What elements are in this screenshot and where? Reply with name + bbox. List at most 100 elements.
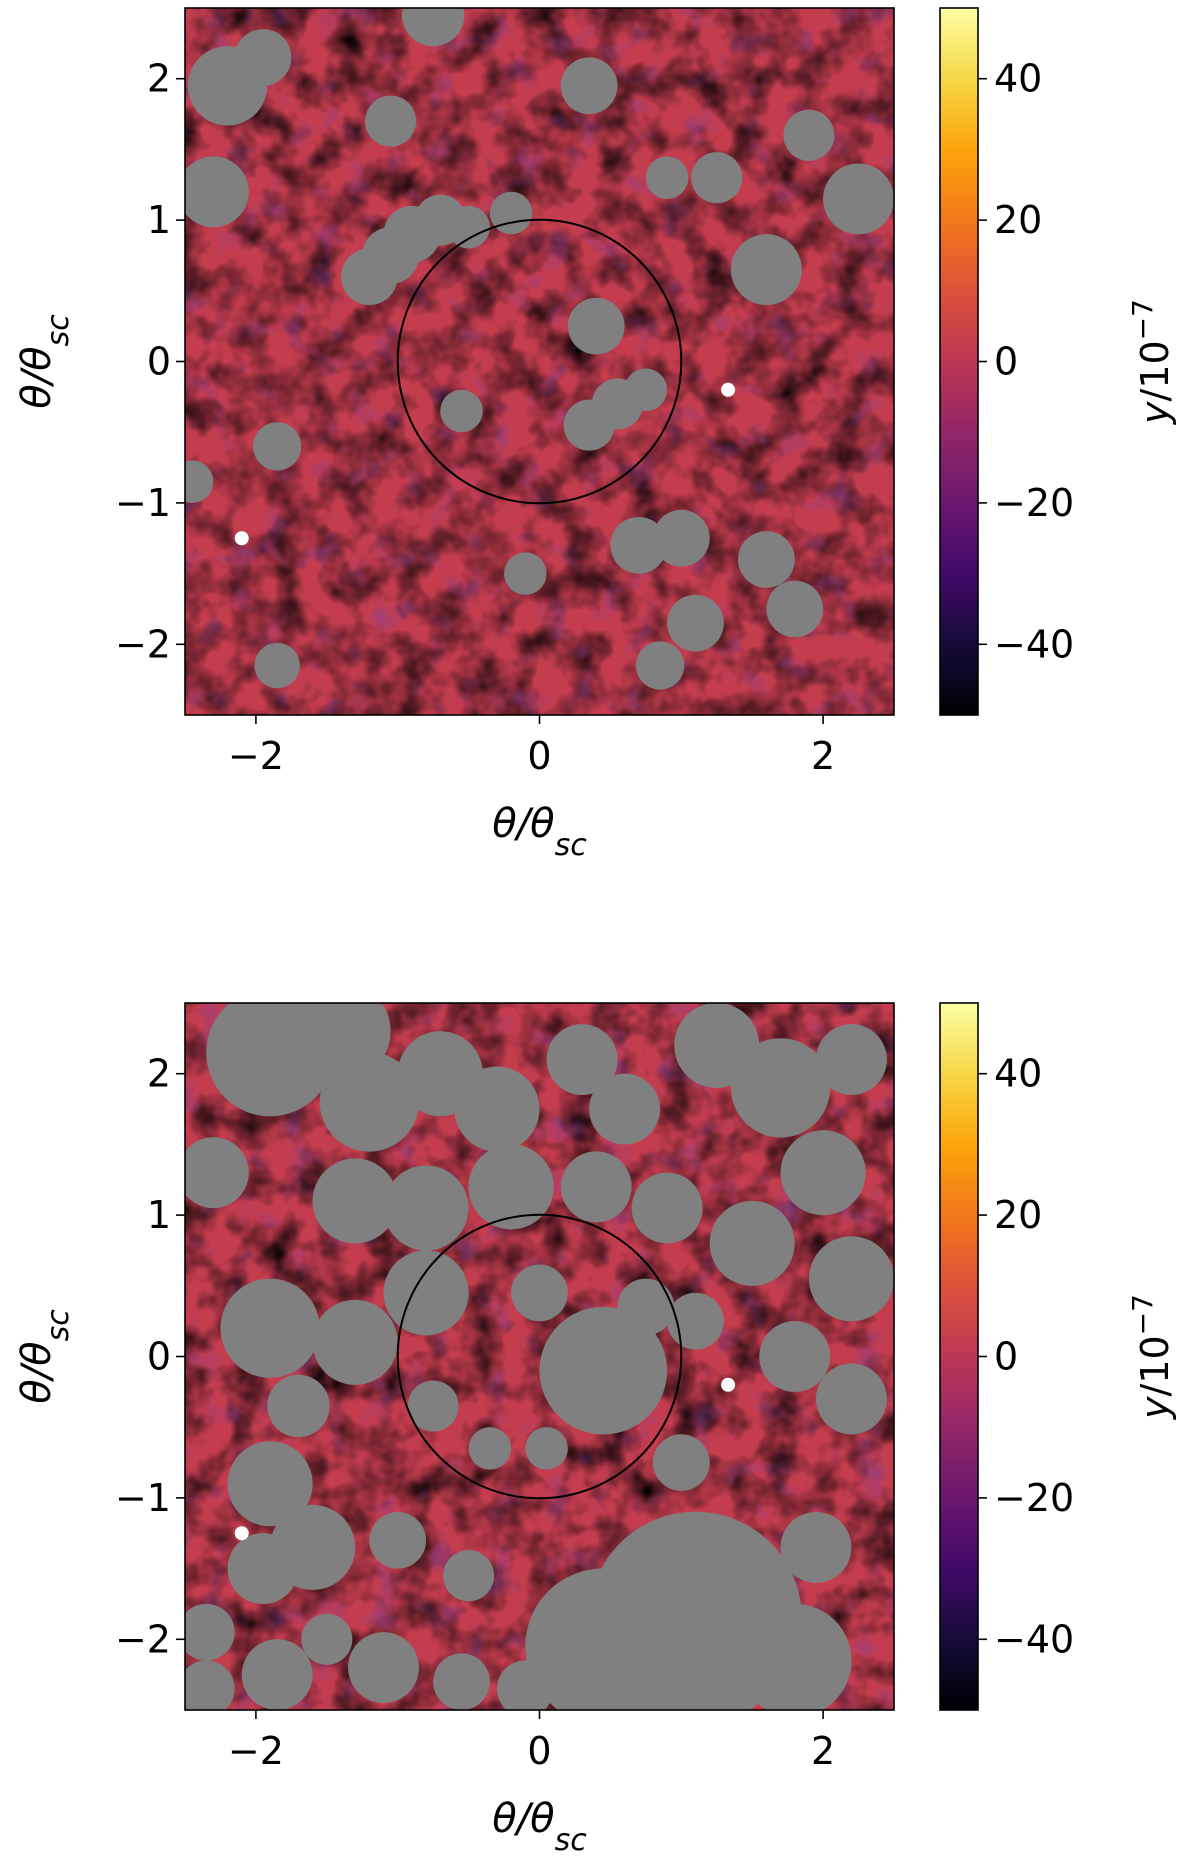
mask-region [808, 1236, 894, 1322]
mask-region [185, 460, 214, 503]
mask-region [454, 1066, 540, 1152]
mask-region [383, 1250, 469, 1336]
mask-region [301, 1613, 353, 1665]
y-tick-label: −2 [115, 622, 171, 666]
y-tick-label: 2 [147, 1052, 171, 1096]
y-tick-label: −2 [115, 1617, 171, 1661]
colorbar-tick-label: 40 [994, 1052, 1042, 1096]
colorbar-tick-label: −20 [994, 1476, 1074, 1520]
mask-region [589, 1073, 661, 1145]
mask-region [525, 1568, 682, 1710]
mask-region [635, 641, 685, 690]
mask-region [383, 1165, 469, 1251]
mask-region [496, 1660, 554, 1710]
mask-region [624, 368, 668, 412]
mask-region [185, 1660, 235, 1710]
x-tick-label: 0 [527, 734, 551, 778]
colorbar-tick-label: −40 [994, 1617, 1074, 1661]
x-tick-label: 0 [527, 1729, 551, 1773]
mask-region [560, 1151, 632, 1223]
colorbar-label: y/10−7 [1126, 299, 1178, 425]
colorbar-tick-label: −40 [994, 622, 1074, 666]
aperture-circle [396, 218, 683, 505]
colorbar-tick-label: 20 [994, 198, 1042, 242]
mask-region [610, 516, 668, 574]
mask-region [560, 57, 618, 115]
x-tick-label: 2 [811, 734, 835, 778]
x-tick-label: −2 [228, 734, 284, 778]
mask-region [468, 1427, 512, 1470]
colorbar-tick-label: 20 [994, 1193, 1042, 1237]
mask-region [254, 642, 300, 689]
mask-region [440, 389, 483, 433]
mask-region [780, 1511, 852, 1583]
aperture-circle [396, 1213, 683, 1500]
colorbar-tick-label: 40 [994, 57, 1042, 101]
mask-region [319, 1052, 419, 1152]
mask-region [652, 1434, 710, 1491]
mask-region [312, 1158, 398, 1244]
mask-region [433, 1653, 490, 1710]
mask-region [227, 1441, 313, 1527]
mask-region [617, 1278, 675, 1336]
white-spot [234, 1526, 249, 1541]
mask-region [631, 1172, 703, 1244]
mask-region [407, 1380, 459, 1432]
y-tick-label: 2 [147, 57, 171, 101]
mask-region [348, 1632, 419, 1704]
mask-region [185, 1603, 235, 1661]
mask-region [546, 1024, 618, 1096]
mask-region [369, 1511, 427, 1569]
mask-region [652, 509, 710, 567]
mask-region [759, 1321, 831, 1392]
y-tick-label: −1 [115, 481, 171, 525]
y-tick-label: 0 [147, 340, 171, 384]
mask-region [730, 234, 802, 306]
colorbar-tick-label: 0 [994, 1335, 1018, 1379]
mask-region [766, 580, 824, 638]
y-tick-label: 0 [147, 1335, 171, 1379]
y-tick-label: 1 [147, 198, 171, 242]
mask-region [783, 109, 835, 161]
mask-region [525, 1427, 568, 1470]
mask-region [667, 1292, 724, 1350]
mask-region [816, 1363, 887, 1435]
white-spot [234, 531, 249, 546]
mask-region [443, 1550, 495, 1602]
mask-region [539, 1306, 668, 1435]
mask-region [468, 1144, 554, 1230]
white-spot [721, 382, 736, 397]
mask-region [511, 1264, 568, 1322]
y-tick-label: −1 [115, 1476, 171, 1520]
mask-region [185, 156, 249, 228]
mask-region [667, 594, 724, 652]
mask-region [267, 1374, 330, 1438]
y-tick-label: 1 [147, 1193, 171, 1237]
y-axis-label: θ/θsc [14, 314, 76, 409]
heatmap-area [185, 8, 894, 715]
mask-region [489, 191, 533, 235]
x-axis-label: θ/θsc [492, 801, 587, 863]
mask-region [816, 1024, 887, 1096]
mask-region [253, 422, 302, 471]
mask-region [401, 8, 465, 47]
mask-region [645, 156, 689, 199]
mask-region [738, 1603, 852, 1710]
mask-region [241, 1639, 313, 1710]
heatmap-area [185, 1003, 894, 1710]
mask-region [709, 1200, 795, 1286]
x-axis-label: θ/θsc [492, 1796, 587, 1858]
white-spot [721, 1377, 736, 1392]
x-tick-label: 2 [811, 1729, 835, 1773]
mask-region [780, 1130, 866, 1216]
colorbar-label: y/10−7 [1126, 1294, 1178, 1420]
colorbar [939, 7, 979, 716]
x-tick-label: −2 [228, 1729, 284, 1773]
colorbar-tick-label: −20 [994, 481, 1074, 525]
mask-region [220, 1278, 320, 1378]
mask-region [504, 552, 547, 595]
mask-region [185, 1137, 249, 1209]
colorbar [939, 1002, 979, 1711]
